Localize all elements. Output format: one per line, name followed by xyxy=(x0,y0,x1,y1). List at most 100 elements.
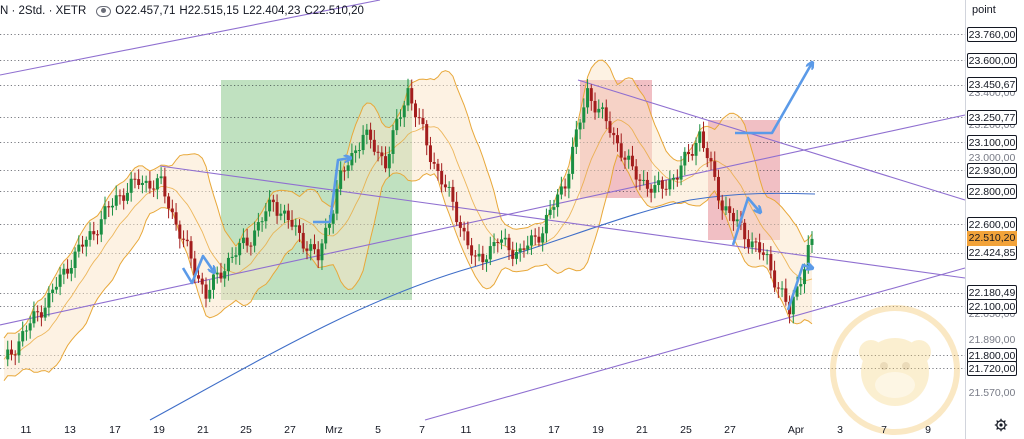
candle-body xyxy=(245,237,249,246)
candle-body xyxy=(9,349,13,355)
candle-body xyxy=(563,186,567,189)
time-tick-label: 21 xyxy=(197,424,209,436)
candle-body xyxy=(320,243,324,261)
candle-body xyxy=(66,268,70,274)
time-tick-label: 21 xyxy=(636,424,648,436)
time-tick-label: 9 xyxy=(925,424,931,436)
candle-body xyxy=(144,180,148,183)
candle-body xyxy=(200,278,204,285)
candle-body xyxy=(473,255,477,257)
candle-body xyxy=(773,270,777,288)
candle-body xyxy=(215,272,219,275)
candle-body xyxy=(556,194,560,208)
candle-body xyxy=(88,231,92,240)
candle-body xyxy=(537,236,541,243)
candle-body xyxy=(780,288,784,290)
candle-body xyxy=(152,188,156,190)
trendline xyxy=(424,267,966,421)
candle-body xyxy=(634,166,638,180)
price-level-label: 22.930,00 xyxy=(967,162,1017,178)
candle-body xyxy=(290,219,294,227)
candle-body xyxy=(62,268,66,275)
candle-body xyxy=(533,235,537,237)
candle-body xyxy=(518,248,522,253)
candle-body xyxy=(380,152,384,157)
candle-body xyxy=(791,296,795,315)
price-tick-label: 23.000,00 xyxy=(967,151,1017,167)
candle-body xyxy=(548,209,552,215)
candle-body xyxy=(305,248,309,251)
candle-body xyxy=(69,268,73,274)
candle-body xyxy=(806,244,810,270)
time-tick-label: 19 xyxy=(153,424,165,436)
candle-body xyxy=(694,143,698,156)
time-tick-label: 11 xyxy=(460,424,472,436)
candle-body xyxy=(810,238,814,245)
candle-body xyxy=(159,176,163,179)
candle-body xyxy=(110,205,114,208)
candle-body xyxy=(784,288,788,302)
candle-body xyxy=(327,223,331,228)
close-value: C22.510,20 xyxy=(304,5,364,17)
candle-body xyxy=(567,173,571,189)
time-tick-label: 19 xyxy=(592,424,604,436)
candle-body xyxy=(73,251,77,269)
candle-body xyxy=(447,186,451,188)
candle-body xyxy=(503,237,507,240)
candle-body xyxy=(361,134,365,151)
candle-body xyxy=(421,118,425,125)
candle-body xyxy=(702,131,706,149)
candle-body xyxy=(125,192,129,201)
candle-body xyxy=(114,195,118,206)
candle-body xyxy=(283,210,287,214)
time-tick-label: 17 xyxy=(109,424,121,436)
candle-body xyxy=(544,214,548,234)
candle-body xyxy=(163,176,167,197)
watermark-logo xyxy=(830,305,960,435)
candle-body xyxy=(492,242,496,247)
candle-body xyxy=(413,103,417,118)
candle-body xyxy=(511,250,515,259)
candle-body xyxy=(286,210,290,220)
price-level-label: 21.720,00 xyxy=(967,360,1017,376)
time-tick-label: Apr xyxy=(787,424,805,436)
candle-body xyxy=(731,212,735,222)
candle-body xyxy=(795,286,799,297)
candle-body xyxy=(241,237,245,244)
candle-body xyxy=(664,188,668,190)
projection-arrow xyxy=(181,254,214,285)
visibility-eye-icon[interactable] xyxy=(96,5,112,17)
candle-body xyxy=(488,246,492,260)
candle-body xyxy=(122,195,126,201)
candle-body xyxy=(294,225,298,227)
candle-body xyxy=(428,145,432,163)
candle-body xyxy=(799,284,803,287)
price-level-label: 23.100,00 xyxy=(967,134,1017,150)
low-value: L22.404,23 xyxy=(242,5,301,17)
price-level-label: 22.800,00 xyxy=(967,183,1017,199)
high-value: H22.515,15 xyxy=(179,5,239,17)
candle-body xyxy=(754,241,758,243)
candle-body xyxy=(529,235,533,246)
candle-body xyxy=(690,154,694,156)
candle-body xyxy=(103,206,107,220)
candle-body xyxy=(249,245,253,247)
candle-body xyxy=(357,150,361,152)
candle-body xyxy=(189,241,193,259)
candle-body xyxy=(354,150,358,154)
candle-body xyxy=(672,177,676,180)
symbol-label[interactable]: N · 2Std. · XETR xyxy=(0,5,87,17)
candle-body xyxy=(137,179,141,185)
candle-body xyxy=(230,256,234,258)
candle-body xyxy=(92,231,96,235)
candle-body xyxy=(769,254,773,271)
candle-body xyxy=(406,88,410,106)
settings-gear-icon[interactable] xyxy=(994,418,1008,432)
candle-body xyxy=(425,124,429,146)
candle-body xyxy=(6,349,10,360)
candle-body xyxy=(417,117,421,119)
candle-body xyxy=(365,129,369,135)
candle-body xyxy=(470,245,474,256)
candle-body xyxy=(660,180,664,189)
